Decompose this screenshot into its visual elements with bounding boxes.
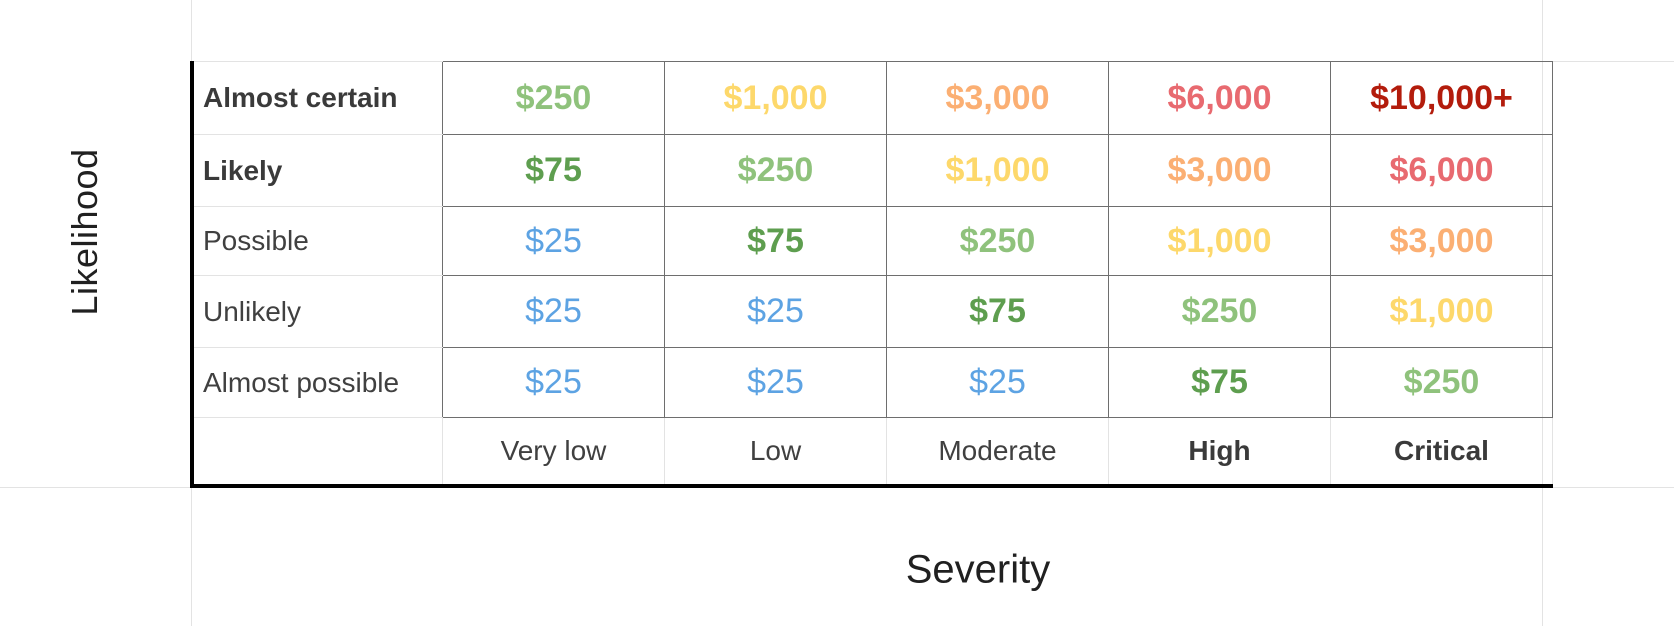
cost-cell[interactable]: $6,000 [1330,134,1553,207]
cost-cell[interactable]: $25 [886,347,1109,418]
sheet-gridline [0,487,191,488]
cost-cell[interactable]: $25 [664,347,887,418]
matrix-row: Likely $75 $250 $1,000 $3,000 $6,000 [190,134,1553,207]
cost-cell[interactable]: $1,000 [664,61,887,135]
cost-cell[interactable]: $3,000 [886,61,1109,135]
sheet-gridline [1542,487,1674,488]
cost-cell[interactable]: $75 [442,134,665,207]
cost-cell[interactable]: $250 [886,206,1109,276]
cost-cell[interactable]: $3,000 [1108,134,1331,207]
matrix-row: Unlikely $25 $25 $75 $250 $1,000 [190,275,1553,348]
cost-cell[interactable]: $3,000 [1330,206,1553,276]
matrix-row: Almost possible $25 $25 $25 $75 $250 [190,347,1553,418]
likelihood-label: Possible [190,206,443,276]
cost-cell[interactable]: $1,000 [1108,206,1331,276]
cost-cell[interactable]: $250 [1330,347,1553,418]
cost-cell[interactable]: $250 [442,61,665,135]
likelihood-label: Unlikely [190,275,443,348]
cost-cell[interactable]: $25 [442,347,665,418]
severity-label: Moderate [886,417,1109,488]
cost-cell[interactable]: $75 [664,206,887,276]
severity-label: Very low [442,417,665,488]
cost-cell[interactable]: $250 [664,134,887,207]
cost-cell[interactable]: $75 [1108,347,1331,418]
risk-matrix-table: Almost certain $250 $1,000 $3,000 $6,000 $10,… [190,61,1553,488]
cost-cell[interactable]: $250 [1108,275,1331,348]
cost-cell[interactable]: $75 [886,275,1109,348]
likelihood-axis-title: Likelihood [64,148,105,316]
cost-cell[interactable]: $25 [442,275,665,348]
corner-cell [190,417,443,488]
cost-cell[interactable]: $1,000 [886,134,1109,207]
cost-cell[interactable]: $25 [442,206,665,276]
likelihood-label: Likely [190,134,443,207]
cost-cell[interactable]: $10,000+ [1330,61,1553,135]
likelihood-label: Almost possible [190,347,443,418]
severity-axis-title: Severity [905,547,1051,592]
cost-cell[interactable]: $6,000 [1108,61,1331,135]
severity-header-row: Very low Low Moderate High Critical [190,417,1553,488]
cost-cell[interactable]: $25 [664,275,887,348]
severity-label: Critical [1330,417,1553,488]
cost-cell[interactable]: $1,000 [1330,275,1553,348]
matrix-row: Possible $25 $75 $250 $1,000 $3,000 [190,206,1553,276]
matrix-row: Almost certain $250 $1,000 $3,000 $6,000 $10,… [190,61,1553,135]
sheet-gridline [1542,61,1674,62]
severity-label: High [1108,417,1331,488]
likelihood-label: Almost certain [190,61,443,135]
severity-label: Low [664,417,887,488]
